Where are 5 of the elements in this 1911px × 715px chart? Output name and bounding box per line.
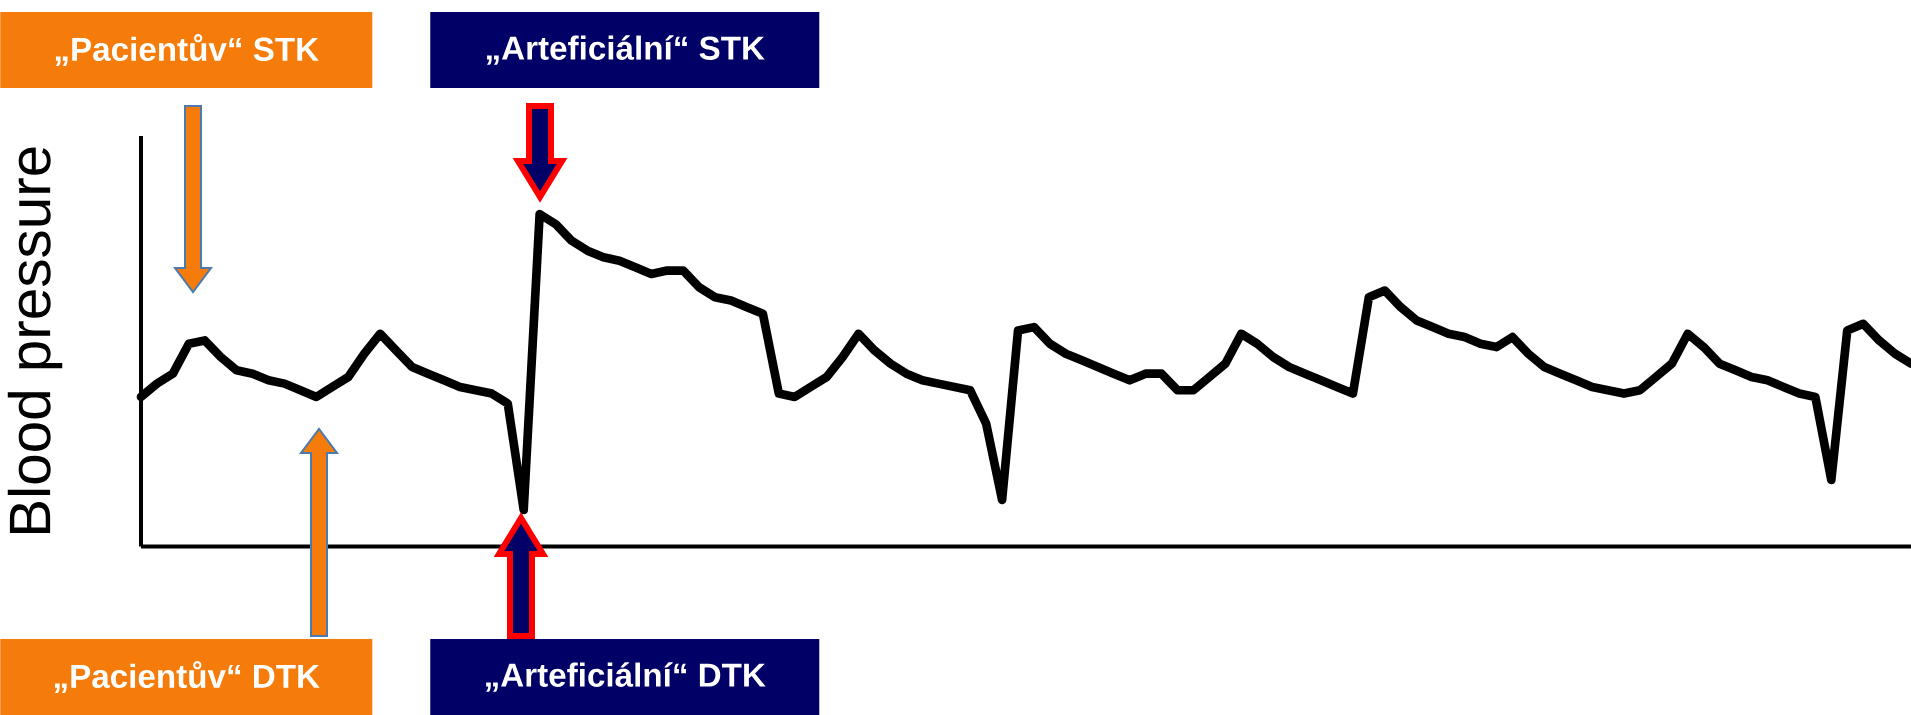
y-axis-title: Blood pressure: [7, 147, 63, 534]
text: „Pacientův“ STK: [55, 34, 319, 66]
text: „Pacientův“ DTK: [54, 661, 320, 693]
text: „Arteficiální“ STK: [487, 35, 765, 65]
text: „Arteficiální“ DTK: [486, 662, 766, 692]
